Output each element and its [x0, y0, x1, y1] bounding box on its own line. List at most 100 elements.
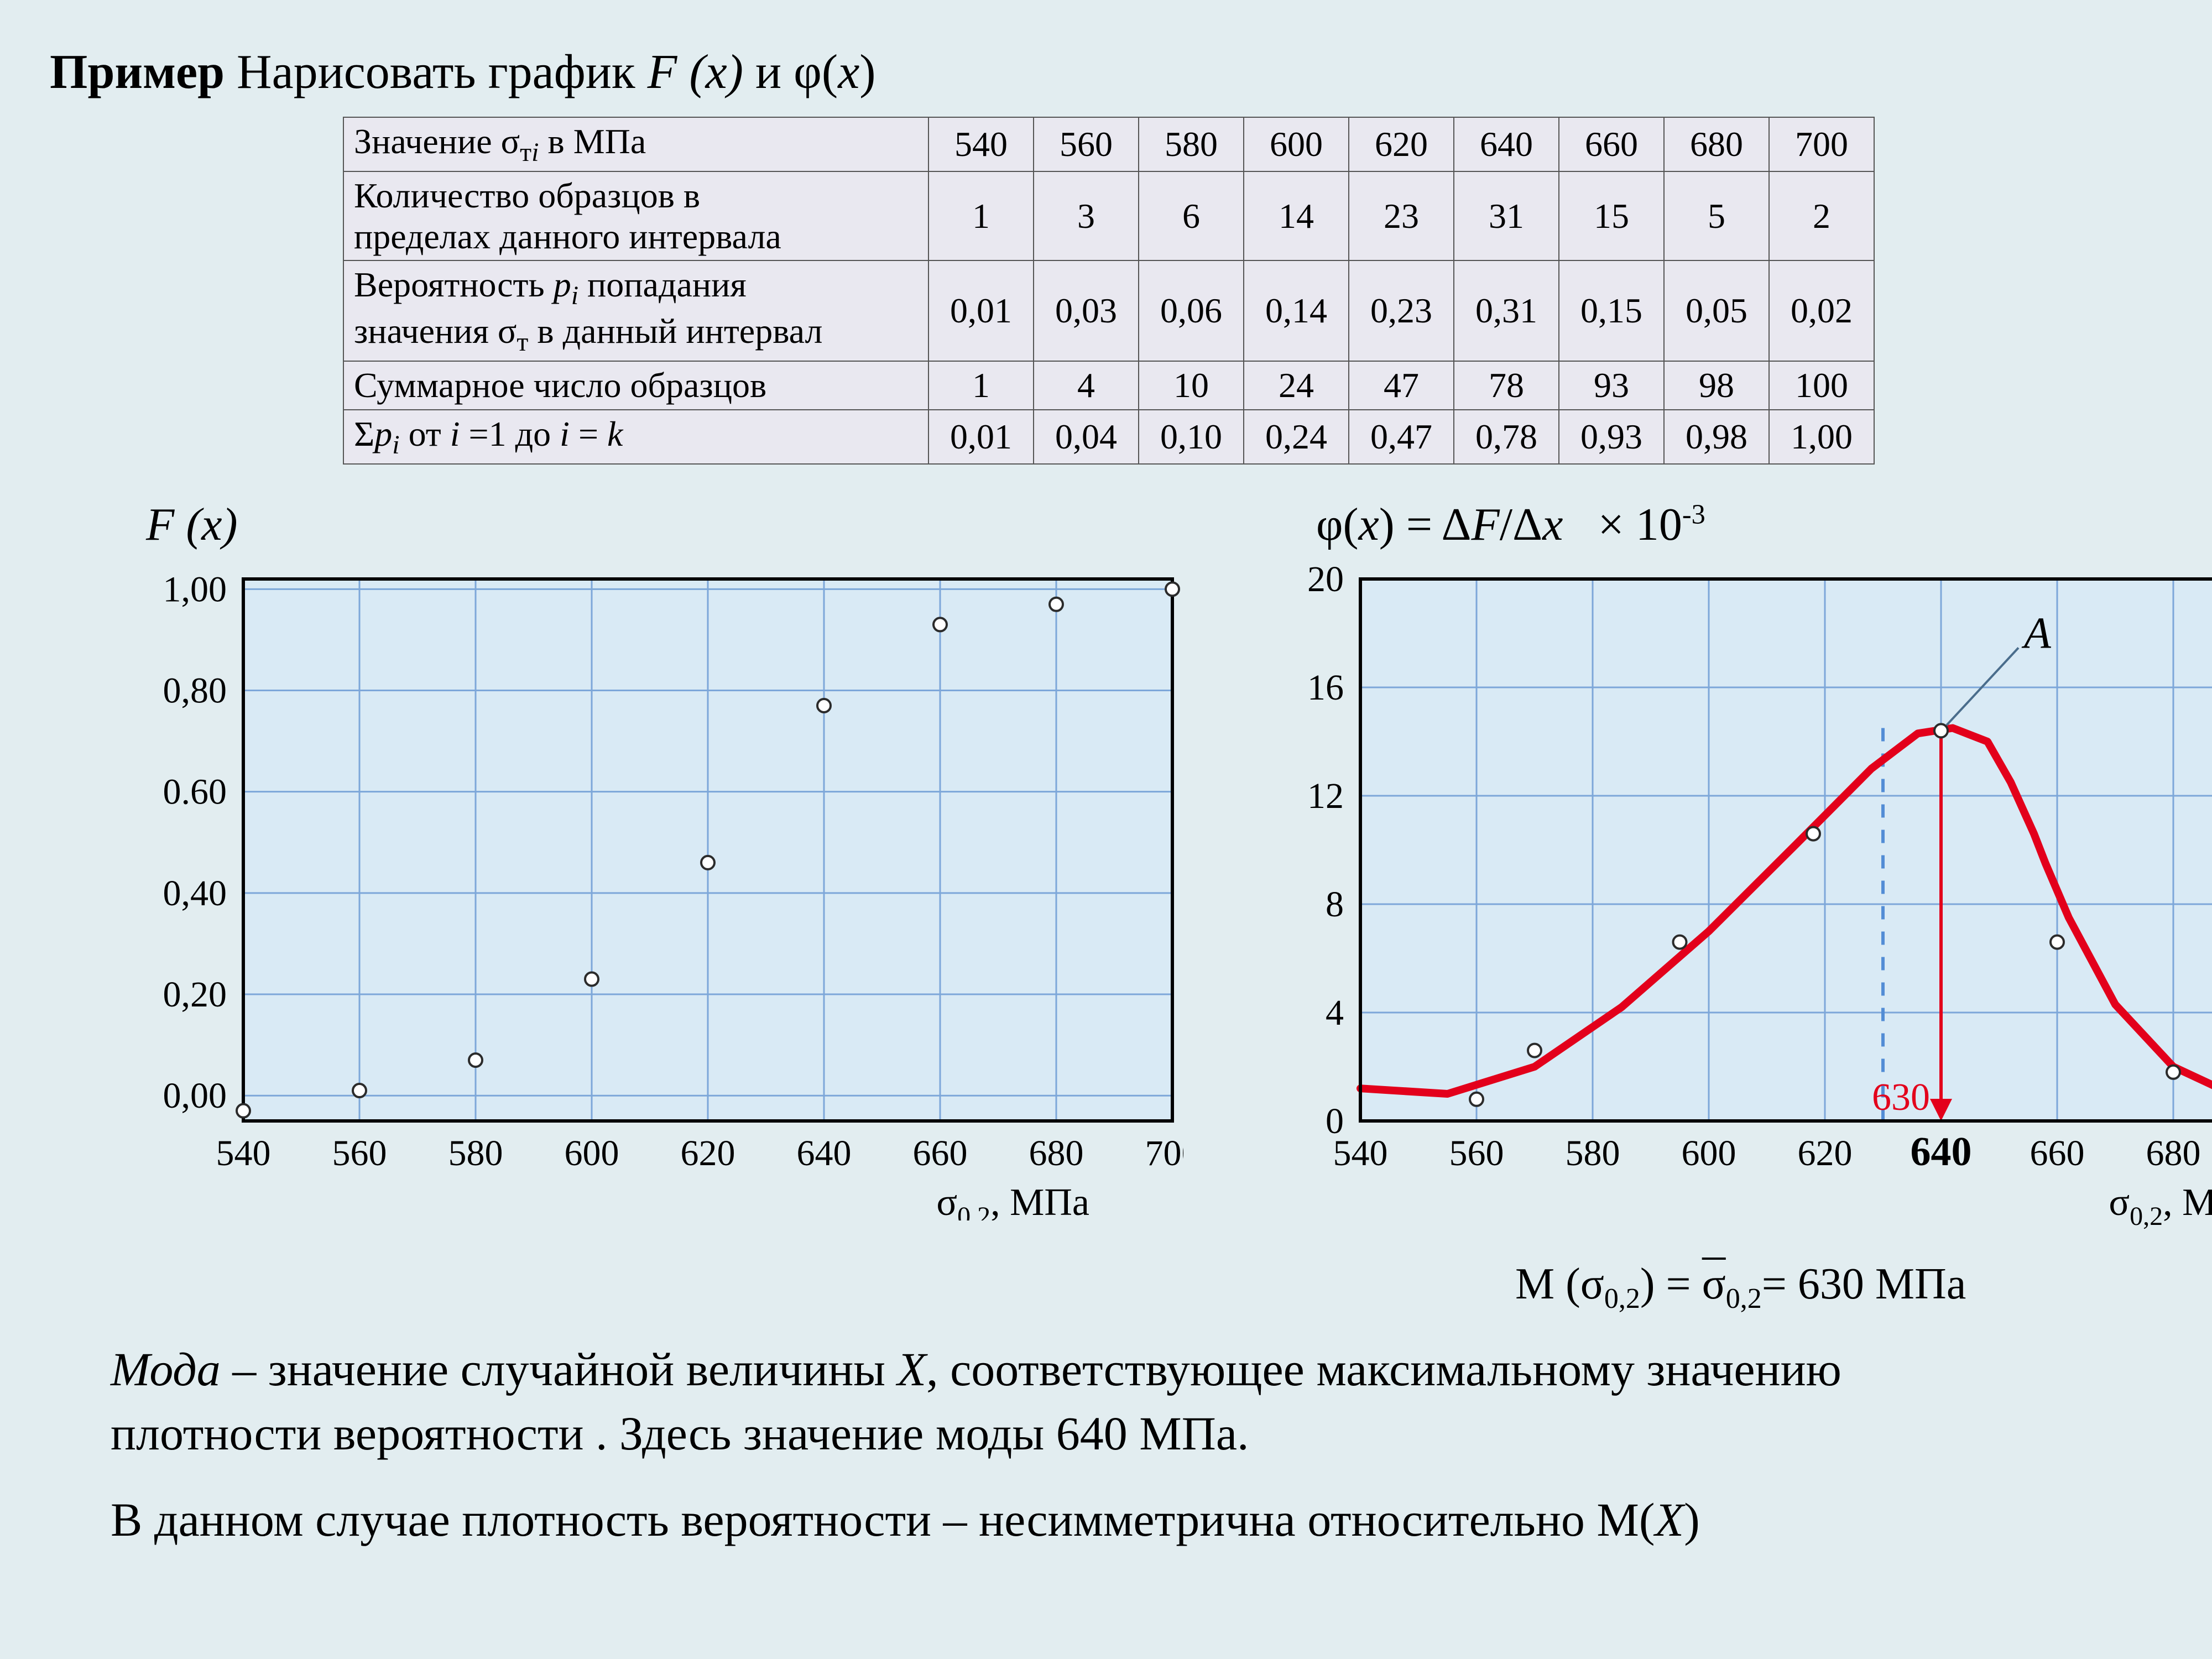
moda-word: Мода [111, 1343, 221, 1396]
heading-fx: F (x) [648, 45, 743, 99]
table-cell: 10 [1139, 361, 1244, 410]
bottom-p2: В данном случае плотность вероятности – … [111, 1488, 1991, 1552]
table-cell: 0,23 [1349, 260, 1454, 361]
table-cell: 0,01 [928, 410, 1034, 464]
table-cell: 0,31 [1454, 260, 1559, 361]
table-cell: 5 [1664, 171, 1769, 260]
table-cell: 0,10 [1139, 410, 1244, 464]
svg-text:630: 630 [1872, 1076, 1930, 1119]
table-cell: 660 [1559, 117, 1664, 171]
table-cell: 24 [1244, 361, 1349, 410]
table-cell: 0,02 [1769, 260, 1874, 361]
row-label: Значение σтi в МПа [343, 117, 928, 171]
svg-text:540: 540 [216, 1133, 271, 1173]
mode-sub: 0,2 [1604, 1283, 1640, 1314]
svg-text:4: 4 [1326, 993, 1344, 1033]
table-cell: 100 [1769, 361, 1874, 410]
heading-t2: и φ( [743, 45, 838, 99]
svg-text:700: 700 [1145, 1133, 1184, 1173]
table-cell: 620 [1349, 117, 1454, 171]
table-cell: 0,24 [1244, 410, 1349, 464]
table-cell: 98 [1664, 361, 1769, 410]
table-cell: 0,01 [928, 260, 1034, 361]
bottom-p1: Мода – значение случайной величины X, со… [111, 1337, 1991, 1465]
chart-F-svg: 0,000,200,400.600,801,005405605806006206… [133, 557, 1183, 1220]
p2-b: ) [1684, 1493, 1700, 1546]
svg-text:16: 16 [1307, 667, 1344, 708]
table-cell: 1 [928, 361, 1034, 410]
mode-tail: = 630 МПа [1762, 1260, 1966, 1308]
table-cell: 0,04 [1034, 410, 1139, 464]
table-cell: 47 [1349, 361, 1454, 410]
svg-text:0.60: 0.60 [163, 771, 227, 812]
table-cell: 31 [1454, 171, 1559, 260]
table-cell: 78 [1454, 361, 1559, 410]
table-cell: 14 [1244, 171, 1349, 260]
table-cell: 0,15 [1559, 260, 1664, 361]
p2-x: X [1655, 1493, 1684, 1546]
svg-text:12: 12 [1307, 776, 1344, 816]
row-label: Σpi от i =1 до i = k [343, 410, 928, 464]
svg-text:580: 580 [1566, 1133, 1620, 1173]
table-cell: 0,47 [1349, 410, 1454, 464]
svg-text:600: 600 [565, 1133, 619, 1173]
chart-F-block: F (x) 0,00 0,20 0,40 0.60 0,80 1,00 540 560 580 6… [133, 498, 1183, 1315]
row-label: Суммарное число образцов [343, 361, 928, 410]
svg-text:680: 680 [1029, 1133, 1084, 1173]
svg-text:0,00: 0,00 [163, 1076, 227, 1116]
table-cell: 680 [1664, 117, 1769, 171]
mode-sub2: 0,2 [1726, 1283, 1762, 1314]
svg-text:580: 580 [448, 1133, 503, 1173]
page-root: Пример Нарисовать график F (x) и φ(x) Зн… [0, 0, 2212, 1659]
svg-text:660: 660 [2030, 1133, 2085, 1173]
table-cell: 0,93 [1559, 410, 1664, 464]
svg-text:680: 680 [2146, 1133, 2201, 1173]
table-cell: 560 [1034, 117, 1139, 171]
table-cell: 6 [1139, 171, 1244, 260]
chart-phi-title: φ(x) = ΔF/Δx × 10-3 [1316, 498, 2212, 551]
svg-text:560: 560 [1449, 1133, 1504, 1173]
bottom-text: Мода – значение случайной величины X, со… [111, 1337, 2168, 1552]
table-cell: 1 [928, 171, 1034, 260]
table-cell: 4 [1034, 361, 1139, 410]
charts-row: F (x) 0,00 0,20 0,40 0.60 0,80 1,00 540 560 580 6… [133, 498, 2168, 1315]
page-heading: Пример Нарисовать график F (x) и φ(x) [50, 44, 2168, 100]
table-cell: 0,06 [1139, 260, 1244, 361]
svg-text:A: A [2021, 609, 2052, 658]
heading-x: x [838, 45, 859, 99]
table-row: Количество образцов впределах данного ин… [343, 171, 1874, 260]
svg-text:0,40: 0,40 [163, 873, 227, 914]
table-cell: 640 [1454, 117, 1559, 171]
svg-text:0,20: 0,20 [163, 974, 227, 1015]
svg-text:8: 8 [1326, 884, 1344, 925]
svg-text:640: 640 [1911, 1129, 1972, 1175]
table-cell: 0,98 [1664, 410, 1769, 464]
svg-text:560: 560 [332, 1133, 387, 1173]
svg-text:20: 20 [1307, 559, 1344, 599]
table-row: Значение σтi в МПа 540 560 580 600 620 6… [343, 117, 1874, 171]
heading-t1: Нарисовать график [225, 45, 648, 99]
row-label: Количество образцов впределах данного ин… [343, 171, 928, 260]
p1-x: X [898, 1343, 927, 1396]
table-cell: 600 [1244, 117, 1349, 171]
chart-phi-block: φ(x) = ΔF/Δx × 10-3 630A0481216205405605… [1261, 498, 2212, 1315]
svg-text:640: 640 [797, 1133, 852, 1173]
svg-text:0,80: 0,80 [163, 670, 227, 711]
heading-bold: Пример [50, 45, 225, 99]
chart-F-title: F (x) [146, 498, 1183, 551]
table-cell: 15 [1559, 171, 1664, 260]
svg-text:600: 600 [1682, 1133, 1736, 1173]
table-cell: 0,05 [1664, 260, 1769, 361]
p1-rest1: – значение случайной величины [221, 1343, 898, 1396]
table-cell: 1,00 [1769, 410, 1874, 464]
table-cell: 23 [1349, 171, 1454, 260]
svg-text:σ0,2, МПа: σ0,2, МПа [936, 1181, 1089, 1220]
svg-text:620: 620 [1798, 1133, 1853, 1173]
p2-a: В данном случае плотность вероятности – … [111, 1493, 1655, 1546]
table-cell: 580 [1139, 117, 1244, 171]
table-cell: 0,03 [1034, 260, 1139, 361]
svg-text:660: 660 [913, 1133, 968, 1173]
mode-equation: М (σ0,2) = σ0,2= 630 МПа [1515, 1259, 2212, 1315]
svg-text:1,00: 1,00 [163, 569, 227, 609]
table-cell: 93 [1559, 361, 1664, 410]
